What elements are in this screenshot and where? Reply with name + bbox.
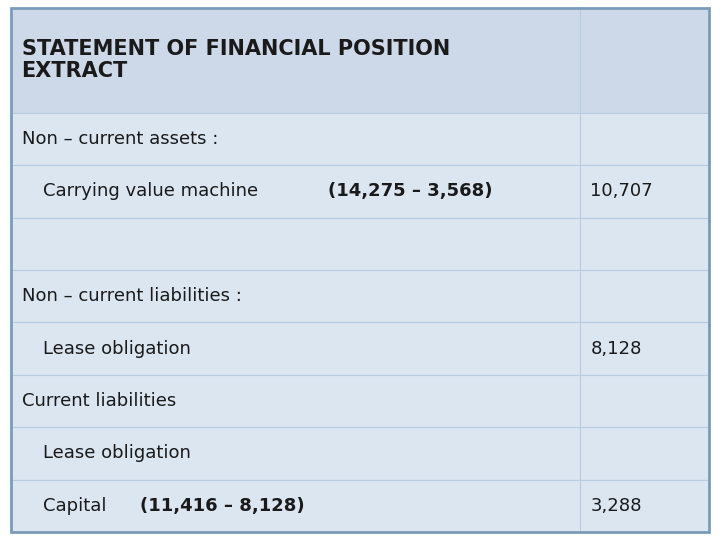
Bar bbox=[11, 427, 580, 480]
Text: (11,416 – 8,128): (11,416 – 8,128) bbox=[140, 497, 305, 515]
Bar bbox=[11, 322, 580, 375]
Text: Carrying value machine: Carrying value machine bbox=[43, 183, 264, 200]
Bar bbox=[580, 218, 709, 270]
Bar bbox=[11, 270, 580, 322]
Text: Current liabilities: Current liabilities bbox=[22, 392, 176, 410]
Bar bbox=[580, 427, 709, 480]
Text: Non – current liabilities :: Non – current liabilities : bbox=[22, 287, 241, 305]
Text: STATEMENT OF FINANCIAL POSITION: STATEMENT OF FINANCIAL POSITION bbox=[22, 39, 450, 59]
Text: 3,288: 3,288 bbox=[590, 497, 642, 515]
Text: Non – current assets :: Non – current assets : bbox=[22, 130, 218, 148]
Bar bbox=[11, 8, 580, 113]
Text: Lease obligation: Lease obligation bbox=[43, 444, 191, 462]
Bar bbox=[580, 322, 709, 375]
Bar bbox=[11, 480, 580, 532]
Bar bbox=[580, 375, 709, 427]
Text: 8,128: 8,128 bbox=[590, 340, 642, 357]
Bar bbox=[11, 113, 580, 165]
Text: (14,275 – 3,568): (14,275 – 3,568) bbox=[328, 183, 492, 200]
Bar bbox=[580, 8, 709, 113]
Text: 10,707: 10,707 bbox=[590, 183, 653, 200]
Text: Lease obligation: Lease obligation bbox=[43, 340, 191, 357]
Bar bbox=[11, 165, 580, 218]
Bar bbox=[580, 480, 709, 532]
Bar bbox=[11, 375, 580, 427]
Bar bbox=[11, 218, 580, 270]
Bar bbox=[580, 113, 709, 165]
Bar bbox=[580, 270, 709, 322]
Text: Capital: Capital bbox=[43, 497, 118, 515]
Bar bbox=[580, 165, 709, 218]
Text: EXTRACT: EXTRACT bbox=[22, 62, 128, 82]
